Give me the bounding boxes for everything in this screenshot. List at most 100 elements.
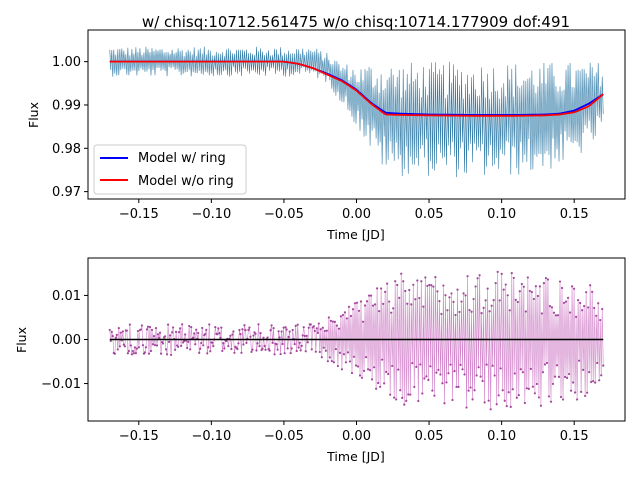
residual-point — [186, 346, 189, 350]
residual-point — [153, 344, 157, 347]
residual-point — [415, 365, 418, 369]
residual-point — [563, 375, 567, 378]
residual-point — [309, 323, 312, 326]
residual-point — [414, 298, 417, 301]
residual-point — [296, 323, 299, 326]
residual-point — [282, 326, 285, 329]
residual-point — [159, 352, 163, 355]
residual-point — [271, 341, 274, 344]
residual-point — [344, 361, 348, 364]
residual-point — [543, 363, 547, 366]
bottom-x-axis-label: Time [JD] — [326, 449, 385, 464]
residual-point — [586, 391, 589, 394]
residual-point — [392, 307, 395, 310]
residual-point — [494, 281, 497, 285]
residual-point — [322, 346, 325, 349]
residual-point — [202, 344, 205, 347]
residual-point — [280, 330, 283, 333]
x-tick-label: −0.10 — [191, 429, 231, 444]
residual-point — [515, 396, 518, 399]
residual-point — [156, 333, 160, 336]
residual-point — [204, 333, 207, 336]
residual-point — [424, 276, 427, 279]
residual-point — [250, 350, 253, 354]
residual-point — [517, 394, 520, 397]
residual-point — [481, 379, 484, 383]
residual-point — [264, 348, 267, 351]
residual-point — [209, 350, 212, 353]
residual-point — [485, 363, 488, 366]
residual-point — [206, 352, 209, 355]
residual-point — [365, 300, 369, 303]
residual-point — [442, 284, 445, 287]
residual-point — [522, 285, 525, 288]
residual-point — [221, 349, 224, 352]
residual-point — [420, 280, 423, 283]
residual-point — [490, 304, 493, 307]
residual-point — [125, 329, 128, 332]
residual-point — [484, 299, 487, 302]
residual-point — [430, 284, 433, 287]
residual-point — [448, 296, 451, 299]
residual-point — [223, 347, 226, 350]
residual-point — [375, 387, 378, 390]
residual-point — [530, 290, 533, 294]
residual-point — [146, 325, 150, 328]
residual-point — [136, 329, 140, 333]
residual-point — [405, 399, 408, 403]
residual-point — [166, 323, 170, 326]
residual-point — [293, 343, 296, 346]
residual-point — [310, 348, 313, 351]
residual-point — [303, 334, 306, 338]
residual-point — [356, 365, 360, 368]
residual-point — [552, 311, 556, 314]
x-tick-label: 0.00 — [342, 207, 371, 222]
residual-point — [161, 342, 165, 345]
residual-point — [391, 364, 394, 368]
residual-point — [459, 363, 462, 366]
x-tick-label: 0.05 — [415, 429, 444, 444]
residual-point — [262, 336, 265, 339]
residual-point — [492, 299, 495, 302]
residual-point — [486, 287, 489, 290]
residual-point — [567, 372, 571, 376]
residual-point — [217, 327, 220, 330]
residual-point — [290, 347, 293, 350]
residual-point — [600, 374, 603, 377]
residual-point — [163, 335, 167, 338]
residual-point — [513, 372, 516, 375]
residual-point — [501, 389, 504, 392]
residual-point — [449, 363, 452, 366]
bottom-residuals — [108, 270, 605, 411]
residual-point — [266, 336, 269, 339]
residual-point — [361, 320, 365, 323]
residual-point — [569, 389, 573, 392]
residual-point — [300, 344, 303, 347]
residual-point — [346, 351, 350, 354]
residual-point — [270, 324, 273, 327]
residual-point — [349, 314, 353, 318]
residual-point — [476, 277, 479, 280]
residual-point — [229, 334, 232, 337]
residual-point — [536, 294, 540, 298]
residual-point — [218, 332, 221, 335]
residual-point — [197, 331, 200, 335]
residual-point — [247, 328, 250, 331]
bottom-chart: −0.15 −0.10 −0.05 0.00 0.05 0.10 0.15 −0.01 0.0… — [14, 257, 626, 464]
residual-point — [343, 311, 347, 314]
residual-point — [386, 282, 389, 285]
residual-point — [421, 392, 424, 395]
residual-point — [460, 300, 463, 303]
residual-point — [401, 396, 404, 399]
residual-point — [149, 349, 153, 353]
residual-point — [407, 393, 410, 396]
residual-point — [587, 306, 590, 309]
residual-point — [404, 289, 407, 293]
residual-point — [155, 344, 159, 347]
residual-point — [187, 340, 190, 343]
residual-point — [526, 276, 529, 279]
residual-point — [244, 328, 247, 332]
residual-point — [475, 374, 478, 377]
residual-point — [278, 336, 281, 339]
residual-point — [428, 283, 431, 287]
